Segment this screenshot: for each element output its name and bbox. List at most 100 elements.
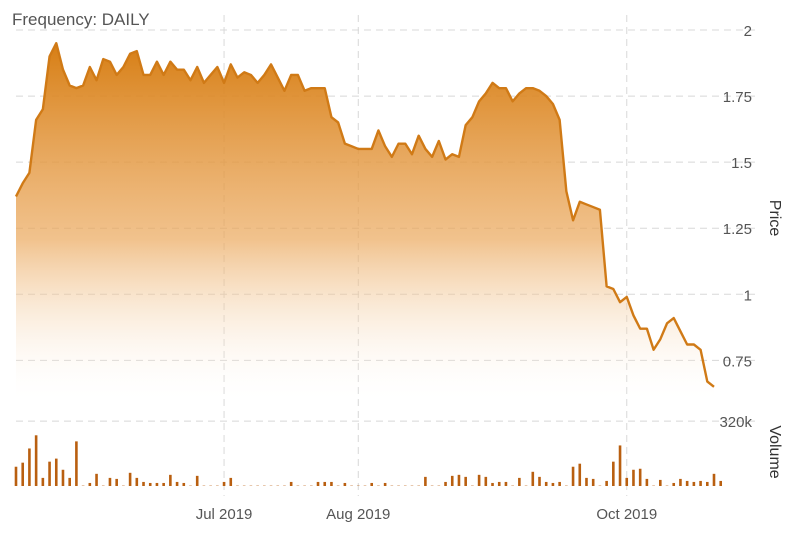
volume-bar: [61, 469, 65, 486]
price-point: [357, 148, 359, 150]
volume-bar: [444, 481, 447, 486]
volume-bar: [34, 435, 38, 486]
price-point: [351, 145, 353, 147]
volume-bar: [632, 469, 635, 486]
price-point: [404, 143, 406, 145]
volume-bar: [638, 468, 642, 486]
price-point: [418, 135, 420, 137]
price-point: [525, 87, 527, 89]
price-tick-label: 2: [744, 23, 752, 40]
price-tick-label: 1.25: [723, 221, 752, 238]
volume-bar: [21, 462, 25, 486]
volume-bar: [598, 485, 602, 486]
price-point: [284, 90, 286, 92]
price-point: [35, 119, 37, 121]
price-point: [673, 317, 675, 319]
volume-bar: [591, 478, 595, 486]
volume-bar: [659, 479, 662, 486]
price-point: [700, 349, 702, 351]
price-point: [465, 124, 467, 126]
price-point: [485, 93, 487, 95]
price-point: [680, 330, 682, 332]
volume-bar: [350, 485, 353, 486]
volume-bar: [323, 481, 327, 486]
price-point: [633, 315, 635, 317]
volume-bar: [242, 485, 246, 486]
price-point: [42, 108, 44, 110]
price-point: [96, 79, 98, 81]
price-point: [143, 74, 145, 76]
price-point: [190, 79, 192, 81]
price-point: [364, 148, 366, 150]
volume-bar: [437, 485, 441, 486]
volume-bar: [605, 480, 608, 486]
volume-bar: [430, 485, 434, 486]
x-tick-label: Aug 2019: [326, 506, 390, 523]
price-point: [425, 148, 427, 150]
price-point: [706, 381, 708, 383]
price-point: [559, 119, 561, 121]
volume-bar: [705, 481, 709, 486]
price-point: [713, 386, 715, 388]
volume-bar: [222, 481, 226, 486]
volume-bar: [88, 482, 92, 486]
volume-bar: [511, 485, 514, 486]
price-point: [116, 74, 118, 76]
volume-bar: [122, 485, 125, 486]
volume-bar: [544, 481, 548, 486]
price-point: [606, 286, 608, 288]
price-point: [217, 66, 219, 68]
volume-bar: [14, 466, 18, 486]
price-point: [666, 323, 668, 325]
price-point: [331, 116, 333, 118]
volume-bar: [189, 485, 192, 486]
volume-bars-layer: [14, 435, 723, 486]
volume-bar: [356, 485, 360, 486]
price-point: [102, 58, 104, 60]
volume-bar: [692, 481, 696, 486]
volume-bar: [383, 482, 387, 486]
volume-bar: [377, 485, 380, 486]
price-point: [619, 301, 621, 303]
volume-bar: [652, 485, 655, 486]
volume-bar: [712, 473, 716, 486]
volume-bar: [565, 485, 568, 486]
price-point: [270, 64, 272, 66]
volume-bar: [195, 475, 199, 486]
price-point: [660, 338, 662, 340]
price-point: [264, 74, 266, 76]
price-point: [250, 74, 252, 76]
volume-bar: [283, 485, 286, 486]
price-point: [337, 122, 339, 124]
price-point: [391, 156, 393, 158]
price-point: [156, 61, 158, 63]
volume-bar: [464, 476, 467, 486]
volume-bar: [182, 482, 186, 486]
price-point: [82, 85, 84, 87]
volume-bar: [672, 482, 676, 486]
price-point: [344, 143, 346, 145]
price-point: [626, 296, 628, 298]
price-point: [176, 69, 178, 71]
price-tick-label: 1.75: [723, 89, 752, 106]
price-point: [371, 148, 373, 150]
x-tick-label: Jul 2019: [196, 506, 253, 523]
volume-bar: [229, 477, 233, 486]
volume-bar: [524, 485, 528, 486]
price-point: [505, 87, 507, 89]
volume-bar: [95, 473, 98, 486]
x-tick-label: Oct 2019: [596, 506, 657, 523]
price-point: [586, 204, 588, 206]
volume-bar: [115, 478, 118, 486]
price-point: [183, 69, 185, 71]
price-point: [89, 66, 91, 68]
price-point: [210, 74, 212, 76]
price-point: [297, 74, 299, 76]
price-point: [277, 77, 279, 79]
volume-bar: [471, 485, 474, 486]
price-tick-label: 1.5: [731, 155, 752, 172]
price-point: [55, 42, 57, 44]
volume-bar: [256, 485, 259, 486]
volume-bar: [558, 481, 561, 486]
